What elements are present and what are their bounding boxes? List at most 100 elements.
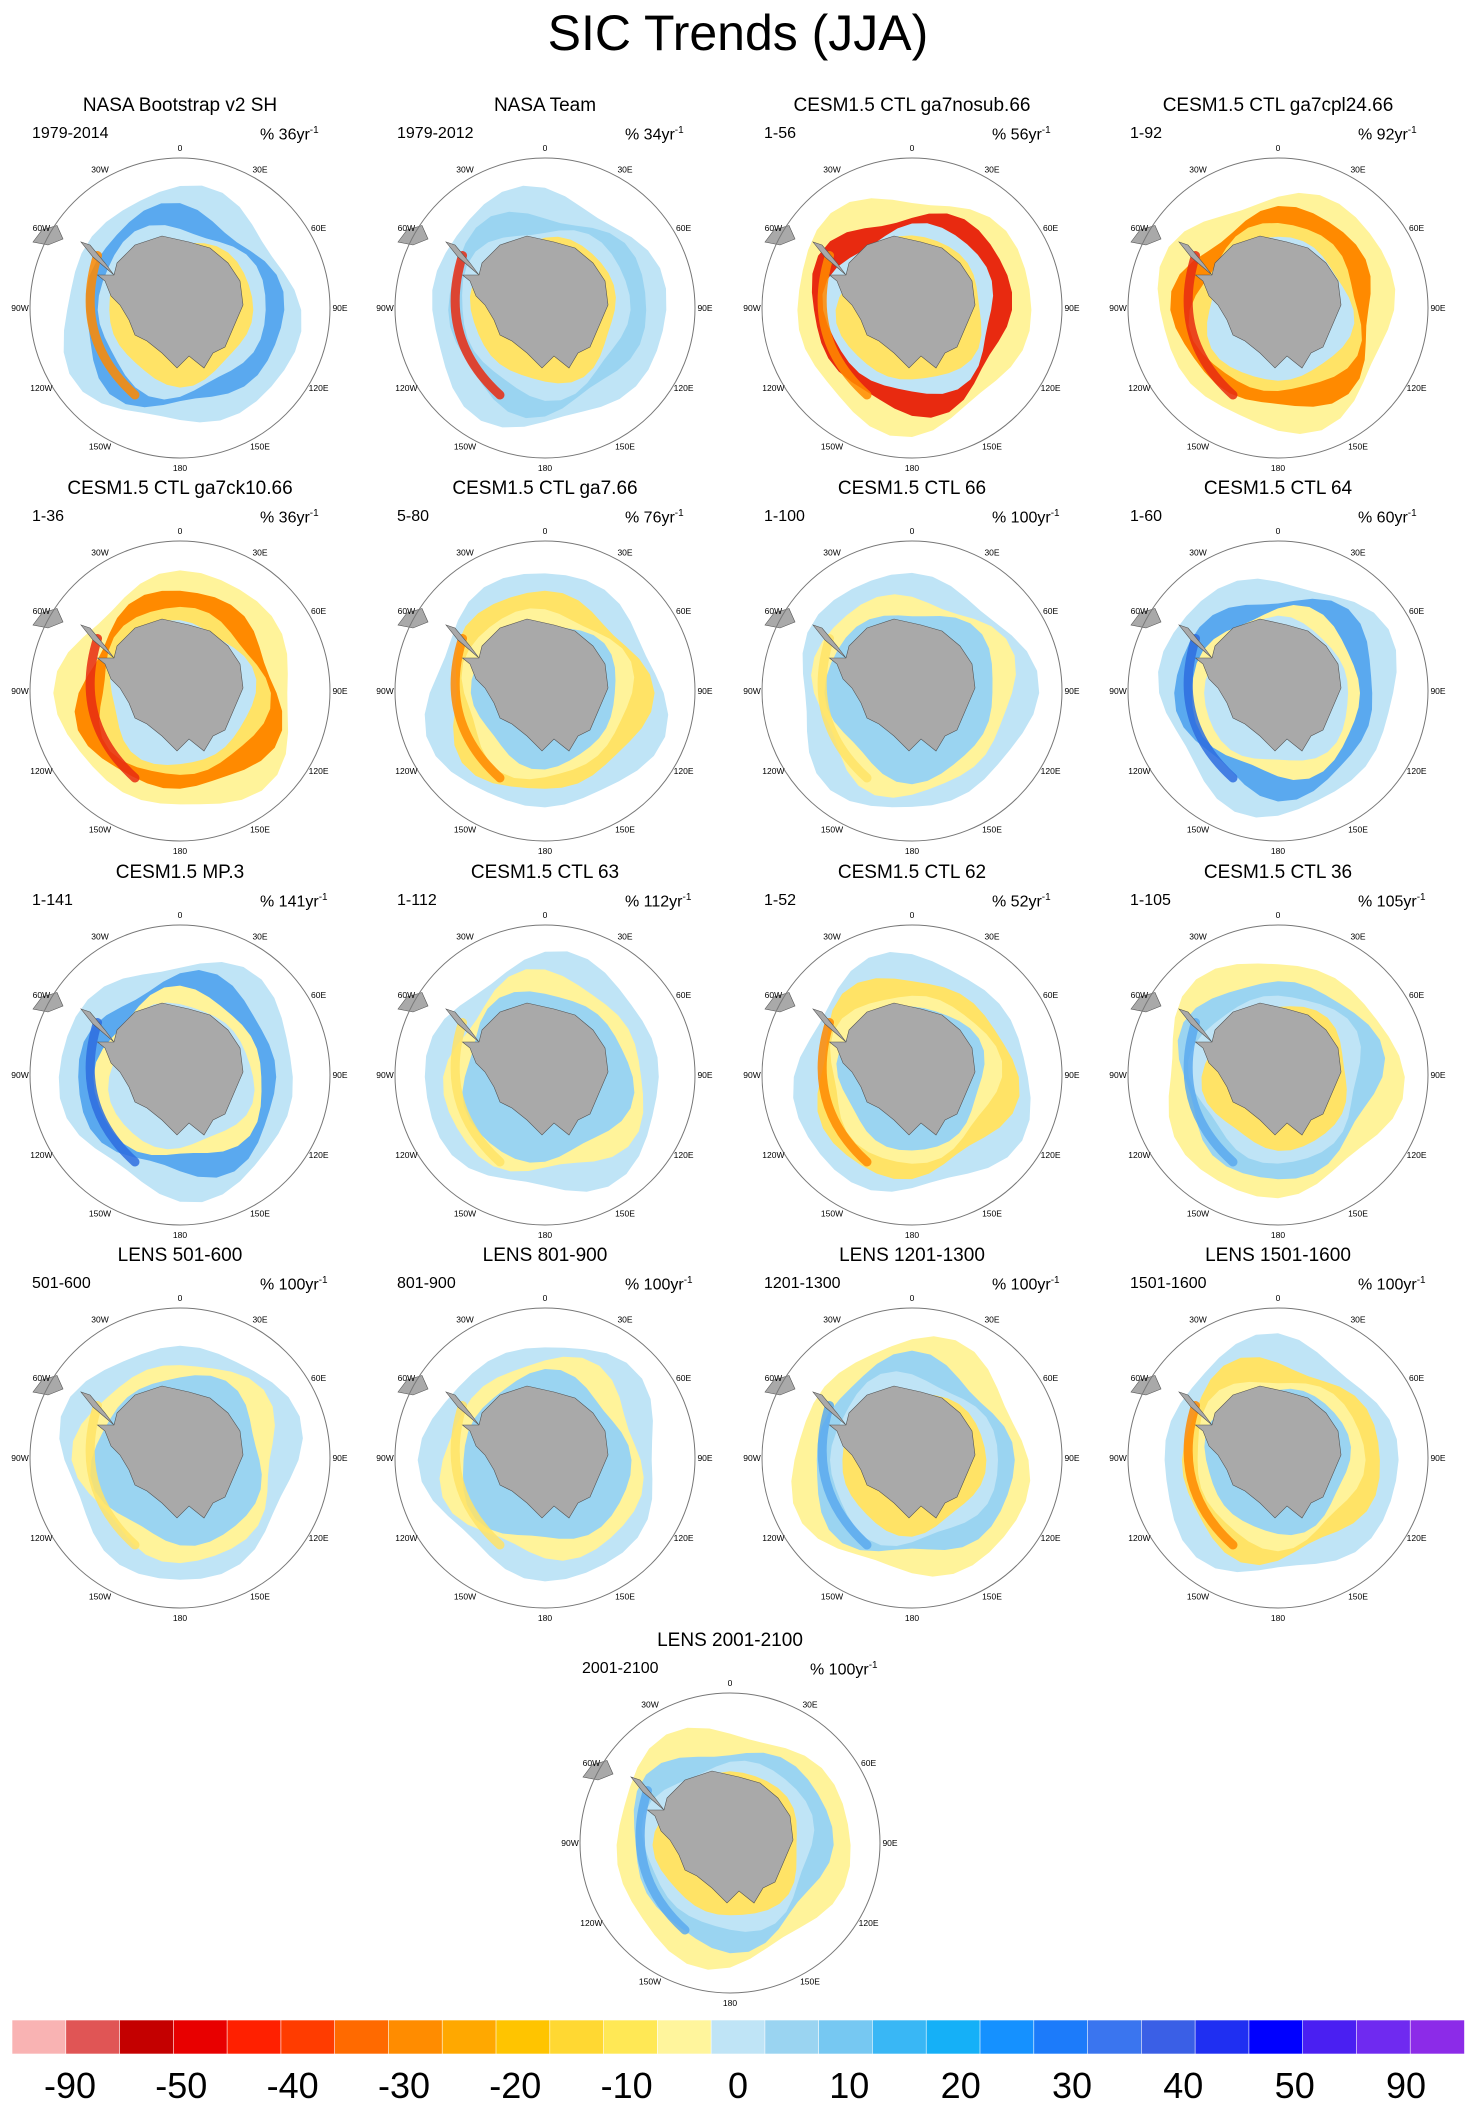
longitude-label: 30E [617, 931, 632, 941]
colorbar-swatch [818, 2020, 874, 2055]
longitude-label: 60E [1043, 990, 1058, 1000]
longitude-label: 180 [1271, 1230, 1285, 1240]
antarctica-land [1194, 235, 1342, 369]
longitude-label: 120E [1407, 1533, 1427, 1543]
longitude-label: 0 [910, 143, 915, 153]
longitude-label: 30E [252, 1314, 267, 1324]
longitude-label: 120W [30, 1533, 52, 1543]
longitude-label: 0 [178, 526, 183, 536]
antarctica-land [96, 618, 244, 752]
longitude-label: 150E [615, 825, 635, 835]
colorbar-swatch [656, 2020, 712, 2055]
map-boundary [394, 157, 696, 459]
antarctic-peninsula [80, 1008, 115, 1043]
panel-unit: % 105yr-1 [1358, 892, 1426, 911]
longitude-label: 120W [30, 766, 52, 776]
polar-map: 0 30E 60E 90E 120E 150E 180 150W 120W 90W 60W 30W [376, 526, 713, 856]
longitude-label: 90W [743, 303, 760, 313]
longitude-label: 0 [728, 1678, 733, 1688]
longitude-label: 0 [543, 910, 548, 920]
longitude-label: 30E [1350, 547, 1365, 557]
longitude-label: 30W [91, 164, 108, 174]
longitude-label: 150E [1348, 1209, 1368, 1219]
longitude-label: 150E [250, 1592, 270, 1602]
longitude-label: 150W [454, 1592, 476, 1602]
map-boundary [29, 157, 331, 459]
longitude-label: 30E [252, 931, 267, 941]
antarctica-land [461, 1002, 609, 1136]
colorbar-label: 40 [1163, 2065, 1203, 2106]
longitude-label: 90E [332, 1070, 347, 1080]
panel-range: 2001-2100 [582, 1660, 659, 1677]
map-boundary [761, 924, 1063, 1226]
sic-trend-streak [1183, 1401, 1238, 1550]
colorbar-swatch [1141, 2020, 1196, 2055]
longitude-label: 0 [1276, 526, 1281, 536]
longitude-label: 90E [332, 1453, 347, 1463]
map-panel: LENS 501-600 501-600 % 100yr-1 0 30E 60E 90E 12… [11, 1245, 348, 1623]
longitude-label: 180 [1271, 463, 1285, 473]
panel-title: NASA Bootstrap v2 SH [82, 95, 278, 116]
colorbar-swatch [925, 2020, 981, 2055]
map-boundary [29, 540, 331, 842]
longitude-label: 90W [11, 686, 28, 696]
longitude-label: 120E [1407, 766, 1427, 776]
longitude-label: 120E [1041, 1533, 1061, 1543]
antarctic-peninsula [80, 1391, 115, 1426]
map-panel: CESM1.5 CTL ga7cpl24.66 1-92 % 92yr-1 0 30E 6… [1109, 95, 1446, 473]
map-boundary [1127, 540, 1429, 842]
panel-title: CESM1.5 CTL 63 [470, 862, 620, 883]
antarctic-peninsula [812, 624, 847, 659]
panel-title: LENS 801-900 [482, 1245, 608, 1266]
polar-map: 0 30E 60E 90E 120E 150E 180 150W 120W 90W 60W 30W [376, 1293, 713, 1623]
map-panel: NASA Team 1979-2012 % 34yr-1 0 30E 60E 90E 120E… [376, 95, 713, 473]
polar-map: 0 30E 60E 90E 120E 150E 180 150W 120W 90W 60W 30W [376, 143, 713, 473]
longitude-label: 150E [1348, 825, 1368, 835]
polar-map: 0 30E 60E 90E 120E 150E 180 150W 120W 90W 60W 30W [1109, 526, 1446, 856]
panel-title: CESM1.5 CTL 62 [837, 862, 987, 883]
antarctic-peninsula [1178, 1391, 1213, 1426]
panel-unit: % 92yr-1 [1358, 125, 1417, 144]
longitude-label: 30E [1350, 1314, 1365, 1324]
panel-unit: % 60yr-1 [1358, 508, 1417, 527]
antarctica-land [96, 1002, 244, 1136]
panel-range: 1201-1300 [764, 1275, 841, 1292]
longitude-label: 60W [583, 1758, 600, 1768]
colorbar-swatch [979, 2020, 1035, 2055]
panel-title: CESM1.5 CTL ga7cpl24.66 [1162, 95, 1394, 116]
antarctica-land [1194, 1002, 1342, 1136]
longitude-label: 120W [395, 383, 417, 393]
longitude-label: 0 [543, 1293, 548, 1303]
longitude-label: 120W [1128, 1150, 1150, 1160]
panel-range: 1-36 [32, 508, 65, 525]
longitude-label: 60W [765, 1373, 782, 1383]
longitude-label: 60W [398, 1373, 415, 1383]
antarctic-peninsula [80, 624, 115, 659]
sic-trend-streak [1183, 634, 1238, 783]
panel-range: 1-105 [1130, 892, 1171, 909]
longitude-label: 180 [905, 846, 919, 856]
longitude-label: 90E [1430, 1070, 1445, 1080]
longitude-label: 0 [910, 526, 915, 536]
longitude-label: 90W [1109, 1453, 1126, 1463]
sic-trend-streak [85, 1401, 140, 1550]
longitude-label: 30W [823, 547, 840, 557]
longitude-label: 30E [1350, 931, 1365, 941]
longitude-label: 120E [674, 766, 694, 776]
longitude-label: 90E [1430, 686, 1445, 696]
longitude-label: 150E [615, 1592, 635, 1602]
longitude-label: 120W [395, 1533, 417, 1543]
longitude-label: 0 [178, 1293, 183, 1303]
longitude-label: 60W [765, 223, 782, 233]
panel-range: 1-92 [1130, 125, 1163, 142]
longitude-label: 30W [456, 547, 473, 557]
longitude-label: 60E [311, 990, 326, 1000]
map-panel: CESM1.5 MP.3 1-141 % 141yr-1 0 30E 60E 90E 120E… [11, 862, 348, 1240]
longitude-label: 60E [861, 1758, 876, 1768]
colorbar-swatch [1033, 2020, 1089, 2055]
colorbar-swatch [1356, 2020, 1412, 2055]
colorbar-label: -40 [267, 2065, 319, 2106]
sic-trend-streak [450, 251, 505, 400]
longitude-label: 60W [33, 223, 50, 233]
panel-title: LENS 2001-2100 [657, 1630, 803, 1651]
